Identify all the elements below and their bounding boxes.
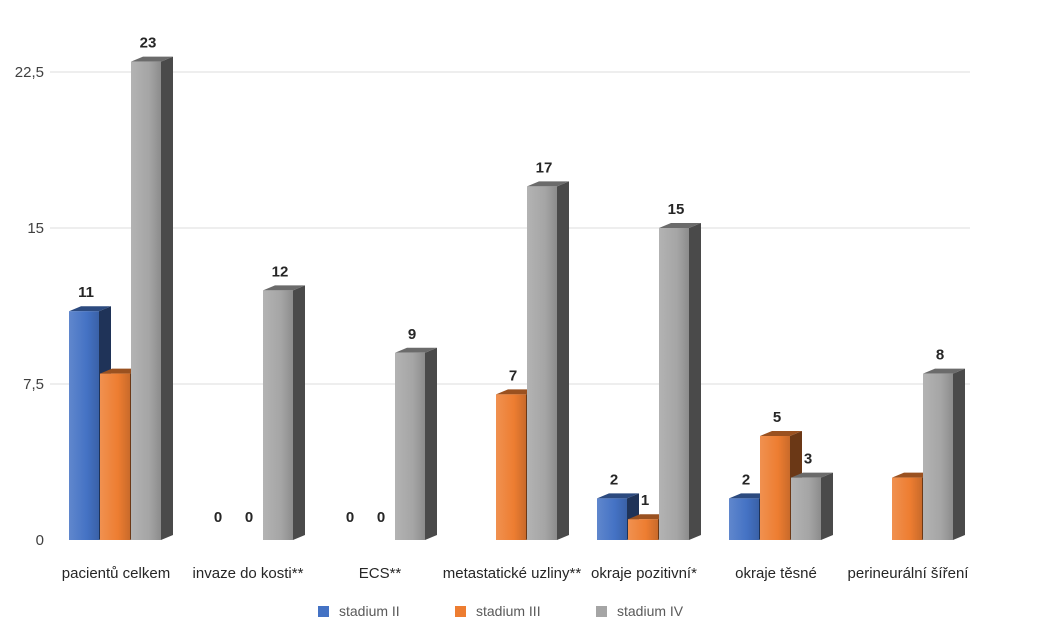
y-tick-label: 7,5 [23, 376, 44, 393]
bar [791, 472, 833, 540]
y-tick-label: 0 [36, 532, 44, 549]
bar-top [263, 285, 305, 291]
y-tick-label: 22,5 [15, 64, 44, 81]
bar-side [821, 472, 833, 540]
gridlines [50, 71, 970, 385]
bar-front [100, 373, 130, 540]
bar-top [69, 306, 111, 312]
legend-label: stadium IV [617, 603, 684, 619]
bar-front [892, 477, 922, 540]
bar-front [496, 394, 526, 540]
bar-front [729, 498, 759, 540]
y-tick-label: 15 [27, 220, 44, 237]
data-label: 3 [804, 451, 812, 468]
legend-item: stadium IV [596, 603, 683, 619]
legend-label: stadium II [339, 603, 400, 619]
bar-top [527, 181, 569, 187]
bar-top [659, 223, 701, 228]
bars [69, 56, 965, 540]
bar-front [923, 373, 953, 540]
bar-front [597, 498, 627, 540]
bar-top [760, 431, 802, 436]
data-label: 7 [509, 367, 517, 384]
legend: stadium II stadium III stadium IV [0, 603, 1051, 625]
bar-top [923, 368, 965, 374]
bar-front [527, 186, 557, 540]
bar-side [425, 347, 437, 540]
data-label: 2 [742, 471, 750, 488]
bar-front [791, 477, 821, 540]
data-label: 1 [641, 492, 649, 509]
data-label: 9 [408, 326, 416, 343]
data-label: 0 [346, 509, 354, 526]
data-label: 23 [140, 35, 157, 52]
legend-item: stadium III [455, 603, 541, 619]
bar [923, 368, 965, 540]
x-category-label: okraje těsné [735, 565, 817, 582]
bar-side [557, 181, 569, 540]
bar-side [953, 368, 965, 540]
legend-swatch [455, 605, 466, 617]
x-category-label: perineurální šíření [848, 565, 970, 582]
x-category-label: invaze do kosti** [193, 565, 304, 582]
data-label: 0 [377, 509, 385, 526]
legend-label: stadium III [476, 603, 541, 619]
bar [659, 223, 701, 540]
bar [395, 347, 437, 540]
bar-top [791, 472, 833, 478]
bar-front [395, 352, 425, 540]
legend-swatch [596, 605, 607, 617]
bar-front [628, 519, 658, 540]
bar-top [597, 493, 639, 499]
bar-front [659, 228, 689, 540]
bar-side [161, 56, 173, 540]
bar-top [395, 347, 437, 353]
data-label: 5 [773, 409, 781, 426]
bar [527, 181, 569, 540]
legend-item: stadium II [318, 603, 400, 619]
x-category-label: ECS** [359, 565, 402, 582]
x-category-label: okraje pozitivní* [591, 565, 697, 582]
bar-front [131, 61, 161, 540]
data-label: 12 [272, 263, 289, 280]
x-category-label: metastatické uzliny** [443, 565, 582, 582]
data-label: 2 [610, 471, 618, 488]
bar [263, 285, 305, 540]
data-label: 17 [536, 159, 553, 176]
bar-front [760, 436, 790, 540]
data-label: 0 [214, 509, 222, 526]
data-label: 15 [668, 201, 685, 218]
legend-swatch [318, 605, 329, 617]
data-label: 11 [78, 284, 94, 301]
x-category-label: pacientů celkem [62, 565, 170, 582]
bar-side [689, 223, 701, 540]
data-label: 8 [936, 347, 944, 364]
data-label: 0 [245, 509, 253, 526]
bar [131, 56, 173, 540]
bar-top [131, 56, 173, 62]
bar-side [293, 285, 305, 540]
bar-front [263, 290, 293, 540]
bar-front [69, 311, 99, 540]
